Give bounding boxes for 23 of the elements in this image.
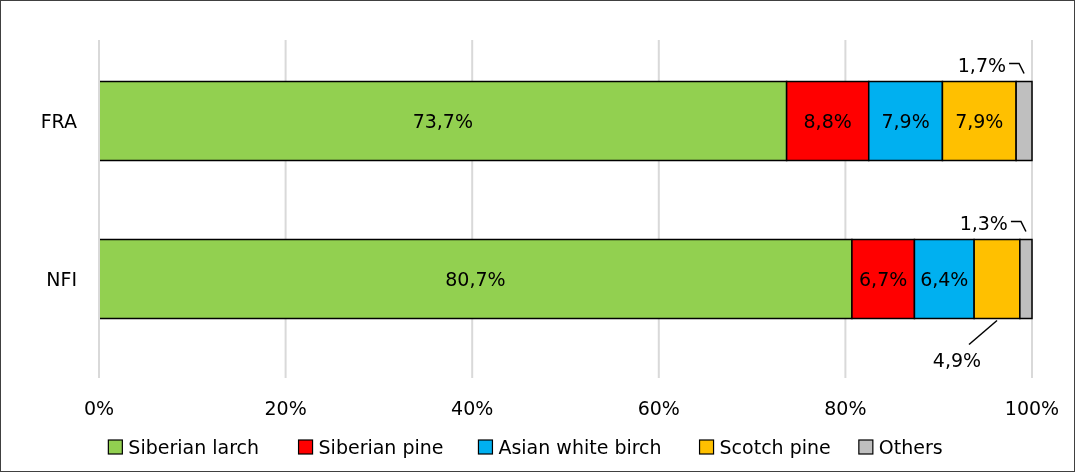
data-label: 4,9% <box>932 348 982 371</box>
x-tick-label: 100% <box>1004 397 1060 419</box>
legend-label: Scotch pine <box>719 436 831 458</box>
data-label: 6,4% <box>920 268 969 290</box>
x-tick-label: 40% <box>451 397 494 419</box>
data-label: 73,7% <box>412 110 473 132</box>
x-tick-label: 60% <box>637 397 680 419</box>
data-label: 80,7% <box>445 268 506 290</box>
y-tick-label: NFI <box>46 268 77 290</box>
legend-label: Others <box>878 436 943 458</box>
y-tick-label: FRA <box>40 110 77 132</box>
data-label: 6,7% <box>859 268 908 290</box>
data-label: 8,8% <box>803 110 852 132</box>
legend-label: Asian white birch <box>498 436 662 458</box>
legend-label: Siberian pine <box>318 436 444 458</box>
data-label: 1,7% <box>957 53 1007 76</box>
x-tick-label: 20% <box>264 397 307 419</box>
x-tick-label: 0% <box>83 397 115 419</box>
data-label: 1,3% <box>959 211 1008 234</box>
x-tick-label: 80% <box>824 397 867 419</box>
data-label: 7,9% <box>955 110 1004 132</box>
data-label: 7,9% <box>881 110 930 132</box>
legend-label: Siberian larch <box>128 436 260 458</box>
